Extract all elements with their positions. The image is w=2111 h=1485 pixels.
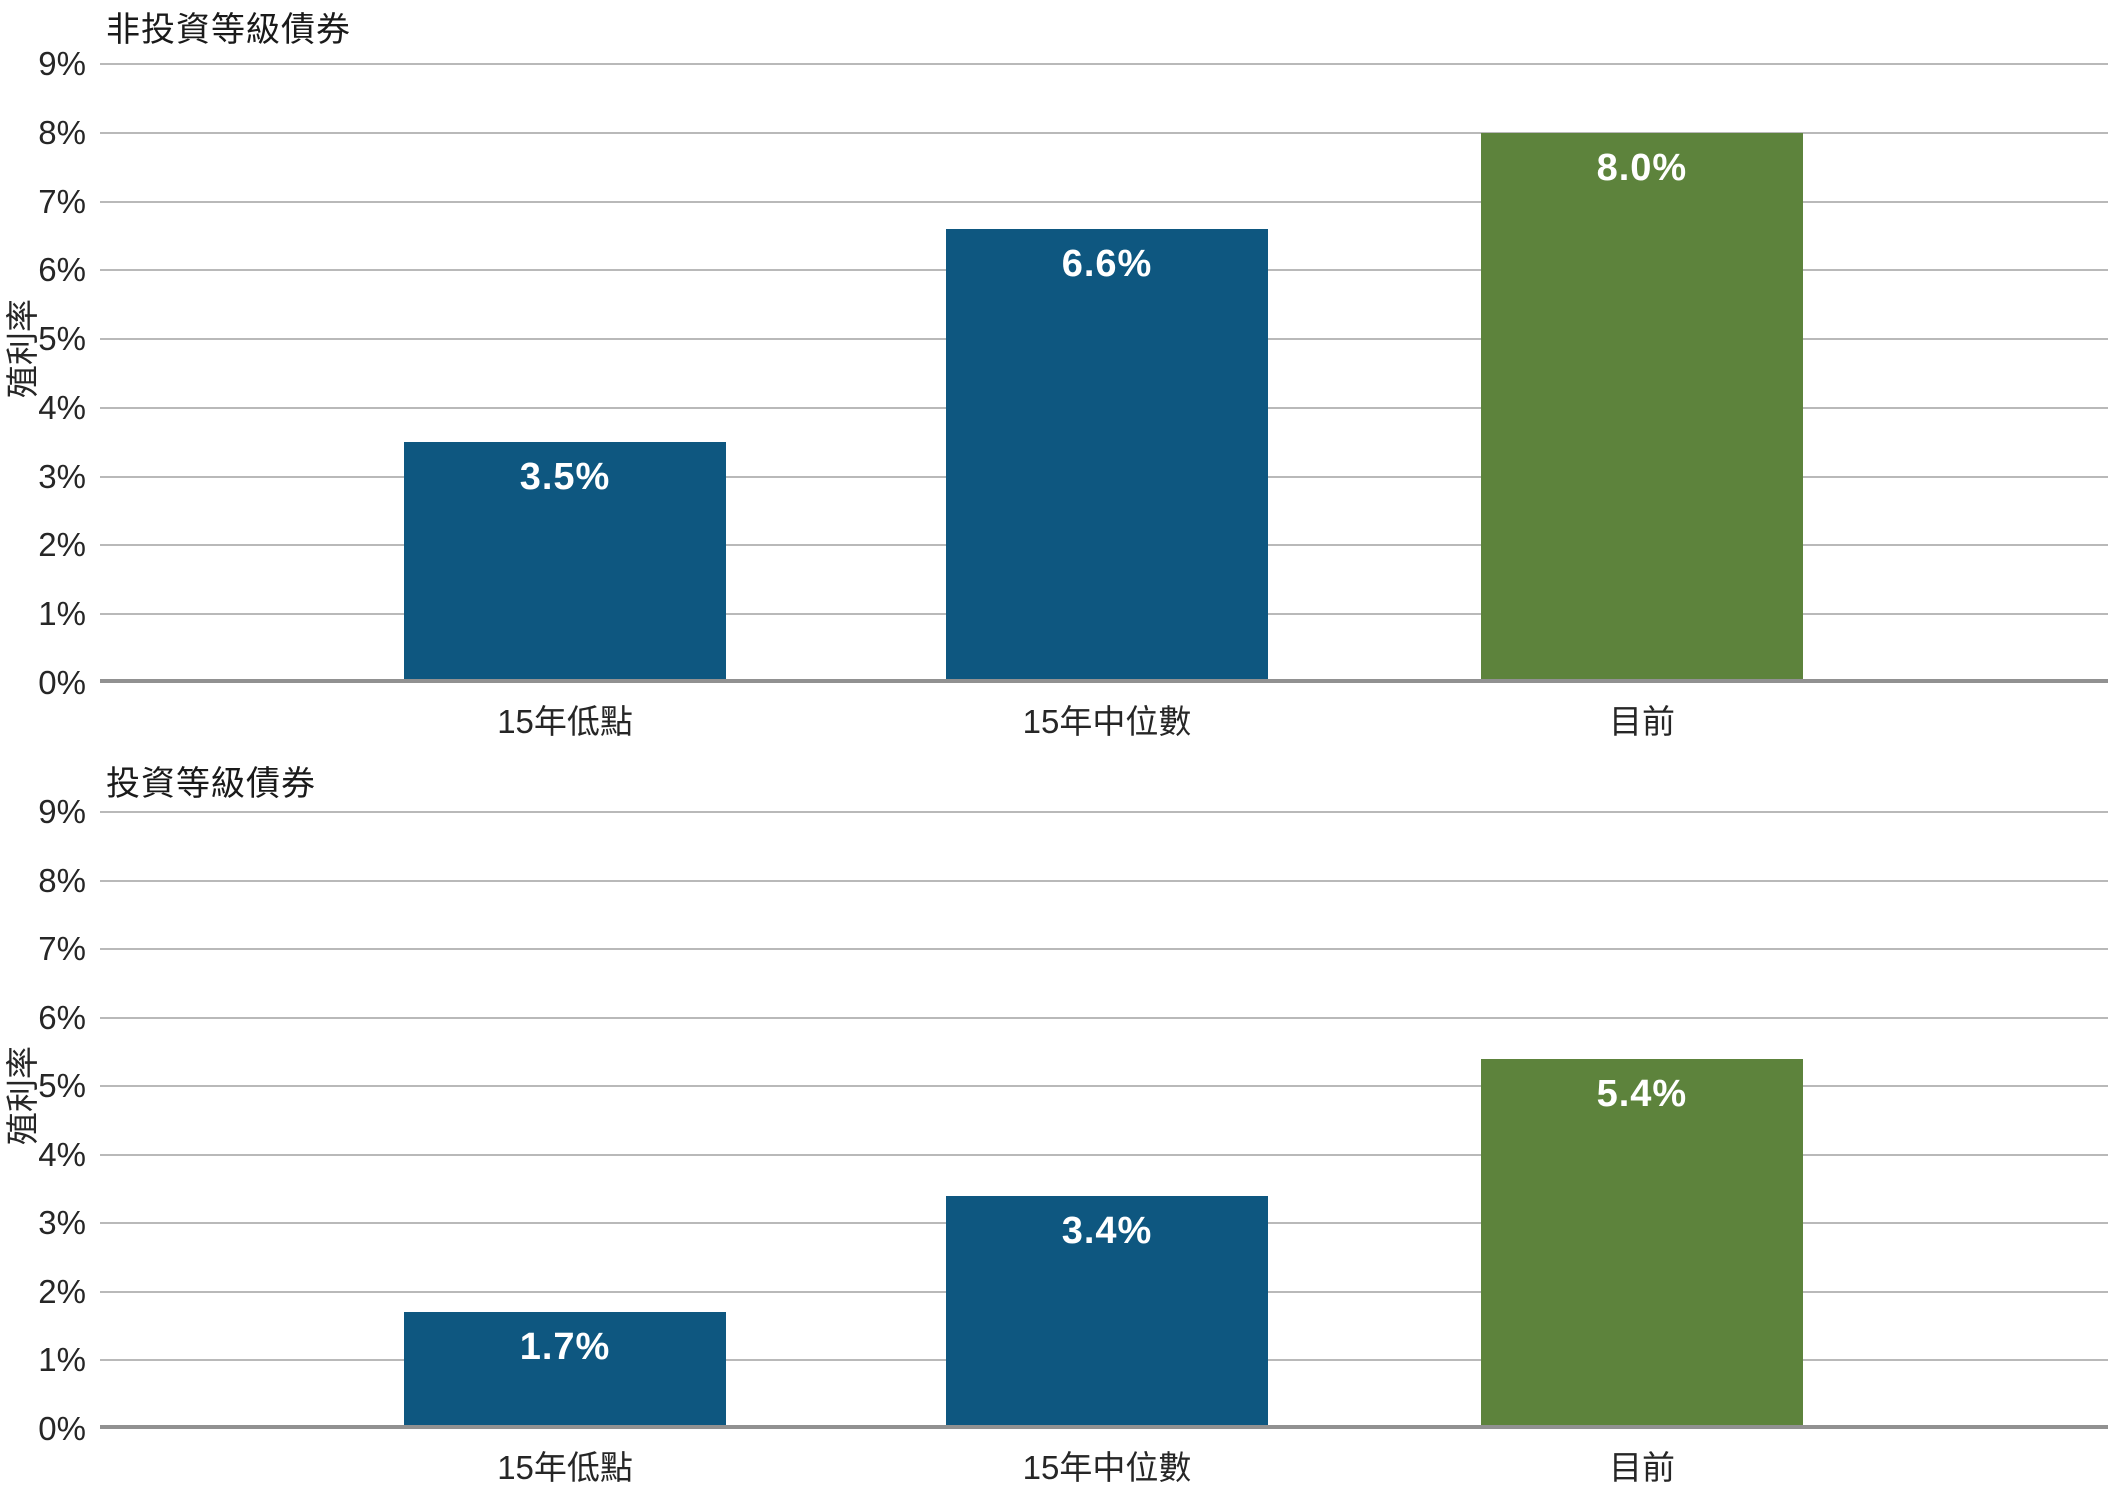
x-axis-line <box>100 1425 2108 1429</box>
y-tick-label: 6% <box>38 998 86 1036</box>
chart-title: 投資等級債券 <box>106 765 316 803</box>
plot-area: 1.7% 3.4% 5.4% <box>100 811 2108 1429</box>
y-tick-label: 0% <box>38 1410 86 1447</box>
gridline <box>100 63 2108 65</box>
bar-value-label: 1.7% <box>519 1326 611 1369</box>
x-category-label: 15年中位數 <box>1022 1449 1192 1485</box>
bar-15年低點: 3.5% <box>404 442 727 683</box>
chart-high-yield-bonds: 非投資等級債券 殖利率 3.5% 6.6% 8.0% 0% 1% 2% 3% 4% 5% 6% 7… <box>4 11 2108 740</box>
y-tick-label: 2% <box>38 526 86 564</box>
gridline <box>100 948 2108 951</box>
gridline <box>100 879 2108 882</box>
y-tick-label: 4% <box>38 1135 86 1173</box>
x-category-label: 15年中位數 <box>1022 703 1192 740</box>
y-tick-label: 8% <box>38 113 86 151</box>
bar-目前: 5.4% <box>1480 1058 1803 1429</box>
y-tick-label: 3% <box>38 1204 86 1242</box>
gridline <box>100 200 2108 203</box>
gridline <box>100 1085 2108 1088</box>
x-category-label: 目前 <box>1608 703 1675 740</box>
bar-目前: 8.0% <box>1480 132 1803 683</box>
y-tick-label: 0% <box>38 664 86 701</box>
bar-value-label: 8.0% <box>1596 146 1688 189</box>
y-tick-label: 5% <box>38 320 86 358</box>
x-category-label: 15年低點 <box>497 703 633 740</box>
bar-value-label: 5.4% <box>1596 1072 1688 1115</box>
y-tick-label: 4% <box>38 388 86 426</box>
y-tick-label: 1% <box>38 595 86 633</box>
gridline <box>100 1016 2108 1019</box>
chart-title: 非投資等級債券 <box>106 11 351 49</box>
bar-value-label: 3.5% <box>519 456 611 499</box>
y-tick-label: 8% <box>38 861 86 899</box>
y-tick-label: 6% <box>38 251 86 289</box>
x-category-label: 目前 <box>1608 1449 1675 1485</box>
chart-investment-grade-bonds: 投資等級債券 殖利率 1.7% 3.4% 5.4% 0% 1% 2% 3% 4% 5% 6% 7%… <box>0 752 2111 1485</box>
y-tick-label: 9% <box>38 793 86 830</box>
bar-15年中位數: 3.4% <box>945 1195 1269 1429</box>
plot-area: 3.5% 6.6% 8.0% <box>100 63 2108 683</box>
gridline <box>100 1153 2108 1156</box>
x-category-label: 15年低點 <box>497 1449 633 1485</box>
bar-value-label: 3.4% <box>1061 1209 1153 1252</box>
bar-15年中位數: 6.6% <box>945 229 1269 683</box>
y-tick-label: 2% <box>38 1272 86 1310</box>
y-tick-label: 7% <box>38 182 86 220</box>
y-tick-label: 5% <box>38 1067 86 1105</box>
y-tick-label: 9% <box>38 45 86 82</box>
x-axis-line <box>100 679 2108 683</box>
y-tick-label: 3% <box>38 457 86 495</box>
bar-value-label: 6.6% <box>1061 243 1153 286</box>
gridline <box>100 131 2108 134</box>
y-tick-label: 1% <box>38 1341 86 1379</box>
bar-15年低點: 1.7% <box>404 1312 727 1429</box>
y-tick-label: 7% <box>38 930 86 968</box>
gridline <box>100 811 2108 813</box>
